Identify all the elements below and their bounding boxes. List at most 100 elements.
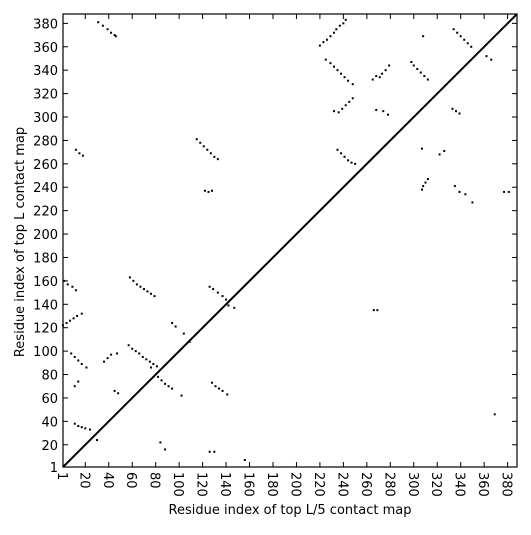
contact-point [106,357,109,360]
y-tick-label: 240 [33,181,58,196]
x-tick-label: 280 [381,472,396,497]
contact-point [81,154,84,157]
contact-point [376,309,379,312]
contact-point [134,350,137,353]
contact-point [174,325,177,328]
contact-point [341,107,344,110]
contact-point [138,352,141,355]
contact-point [80,312,83,315]
contact-point [153,295,156,298]
contact-point [351,97,354,100]
x-tick-label: 380 [499,472,514,497]
contact-point [73,422,76,425]
contact-point [80,426,83,429]
y-tick-label: 200 [33,228,58,243]
contact-point [329,35,332,38]
contact-point [410,60,413,63]
x-tick-label: 80 [147,472,162,489]
contact-point [157,375,160,378]
contact-point [371,78,374,81]
contact-point [77,380,80,383]
contact-point [159,441,162,444]
contact-point [336,148,339,151]
contact-point [180,394,183,397]
y-tick-label: 300 [33,111,58,126]
contact-point [72,317,75,320]
contact-point [493,413,496,416]
contact-point [214,385,217,388]
y-tick-label: 340 [33,64,58,79]
contact-point [375,108,378,111]
contact-point [443,149,446,152]
contact-point [199,141,202,144]
x-tick-label: 1 [54,472,69,480]
contact-point [113,389,116,392]
contact-point [207,190,210,193]
contact-point [141,355,144,358]
contact-point [106,28,109,31]
contact-point [218,387,221,390]
contact-point [73,385,76,388]
contact-point [164,382,167,385]
contact-point [350,161,353,164]
contact-point [85,366,88,369]
x-tick-label: 20 [76,472,91,489]
contact-point [101,24,104,27]
y-tick-label: 320 [33,88,58,103]
contact-point [71,285,74,288]
x-tick-label: 140 [217,472,232,497]
contact-point [110,31,113,34]
y-tick-label: 160 [33,275,58,290]
y-tick-label: 360 [33,41,58,56]
contact-point [452,28,455,31]
contact-point [213,450,216,453]
x-axis-label: Residue index of top L/5 contact map [169,503,412,518]
contact-point [70,352,73,355]
contact-point [149,292,152,295]
contact-point [77,359,80,362]
x-tick-label: 60 [123,472,138,489]
contact-point [146,290,149,293]
contact-point [336,69,339,72]
contact-point [132,279,135,282]
contact-point [227,304,230,307]
contact-point [490,58,493,61]
contact-point [424,181,427,184]
contact-point [188,340,191,343]
contact-point [243,458,246,461]
contact-point [464,193,467,196]
contact-point [420,147,423,150]
contact-point [226,393,229,396]
contact-point [69,319,72,322]
contact-point [459,35,462,38]
contact-point [73,355,76,358]
contact-point [375,75,378,78]
contact-point [451,107,454,110]
x-tick-label: 300 [405,472,420,497]
contact-point [422,35,425,38]
contact-point [221,389,224,392]
x-tick-label: 260 [358,472,373,497]
x-tick-label: 360 [475,472,490,497]
y-tick-label: 180 [33,251,58,266]
x-tick-label: 180 [264,472,279,497]
x-tick-label: 320 [428,472,443,497]
contact-point [347,159,350,162]
contact-point [182,332,185,335]
y-axis-label: Residue index of top L contact map [13,127,28,357]
contact-point [354,162,357,165]
contact-point [458,112,461,115]
contact-point [209,152,212,155]
contact-point [203,189,206,192]
contact-point [324,58,327,61]
x-tick-label: 220 [311,472,326,497]
contact-point [127,344,130,347]
contact-point [210,381,213,384]
contact-point [155,365,158,368]
contact-point [77,425,80,428]
contact-point [96,439,99,442]
contact-point [149,366,152,369]
contact-point [97,21,100,24]
contact-point [454,110,457,113]
